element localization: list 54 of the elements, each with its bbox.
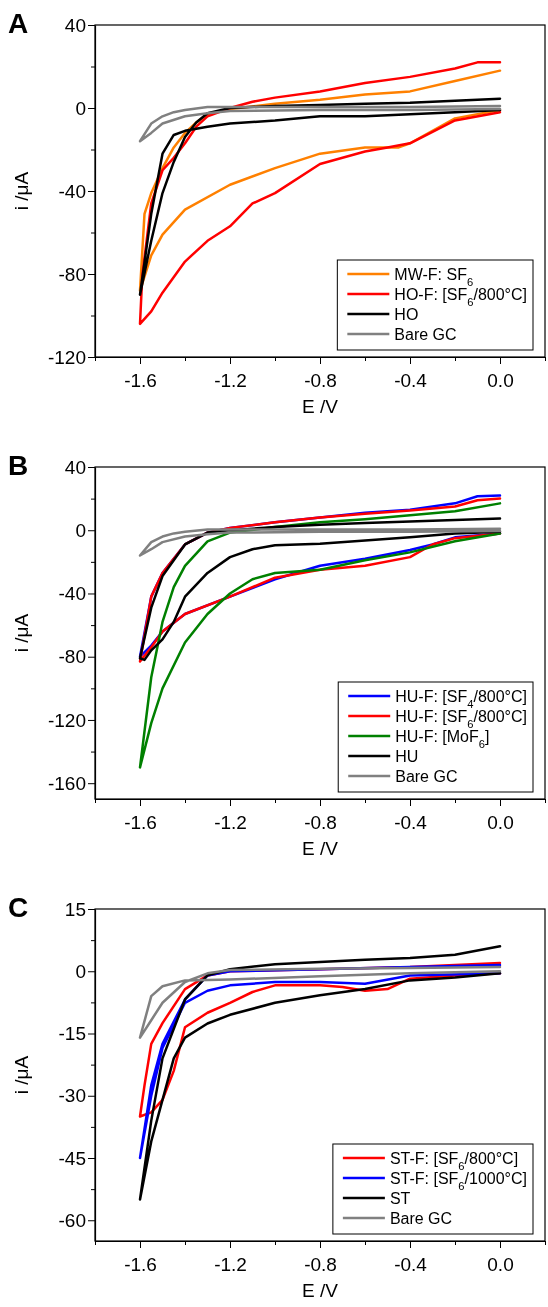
y-tick-label: -40 [58, 180, 86, 202]
x-tick-label: -0.8 [304, 811, 337, 833]
y-tick-label: -80 [58, 263, 86, 285]
y-tick-label: 0 [75, 960, 86, 982]
y-tick-label: -40 [58, 583, 86, 605]
legend-label: HU-F: [MoF$_{6}$] [395, 728, 490, 750]
legend-label: Bare GC [394, 326, 457, 343]
x-tick-label: 0.0 [487, 1253, 514, 1275]
y-axis-title: i /μA [11, 171, 32, 211]
x-axis-title: E /V [302, 1280, 339, 1301]
y-tick-label: -15 [58, 1023, 86, 1045]
legend-label: ST-F: [SF$_{6}$/800°C] [389, 1150, 519, 1172]
y-tick-label: 40 [64, 456, 86, 478]
x-tick-label: -1.6 [124, 1253, 157, 1275]
legend-label: MW-F: SF$_{6}$ [394, 266, 474, 288]
chart-title: B [8, 450, 29, 481]
x-axis-title: E /V [302, 396, 339, 417]
x-tick-label: -0.8 [304, 369, 337, 391]
y-tick-label: -45 [58, 1147, 86, 1169]
x-tick-label: -1.6 [124, 369, 157, 391]
y-tick-label: -80 [58, 646, 86, 668]
x-axis-title: E /V [302, 838, 339, 859]
legend-label: HU-F: [SF$_{4}$/800°C] [395, 688, 527, 710]
y-tick-label: -160 [47, 772, 86, 794]
chart-title: C [8, 892, 29, 923]
y-tick-label: -30 [58, 1085, 86, 1107]
y-tick-label: 40 [64, 14, 86, 36]
x-tick-label: -1.2 [214, 369, 247, 391]
y-tick-label: -120 [47, 346, 86, 368]
y-axis-title: i /μA [11, 613, 32, 653]
legend-label: ST-F: [SF$_{6}$/1000°C] [389, 1170, 527, 1192]
y-tick-label: -120 [47, 709, 86, 731]
x-tick-label: 0.0 [487, 811, 514, 833]
y-axis-title: i /μA [11, 1055, 32, 1095]
x-tick-label: -1.2 [214, 811, 247, 833]
x-tick-label: -0.8 [304, 1253, 337, 1275]
y-tick-label: 0 [75, 97, 86, 119]
x-tick-label: -0.4 [394, 811, 428, 833]
x-tick-label: -1.6 [124, 811, 157, 833]
y-tick-label: 0 [75, 519, 86, 541]
x-tick-label: -1.2 [214, 1253, 247, 1275]
legend-label: ST [389, 1190, 411, 1207]
y-tick-label: -60 [58, 1209, 86, 1231]
x-tick-label: -0.4 [394, 369, 428, 391]
legend-label: Bare GC [395, 768, 458, 785]
legend-label: HO [394, 306, 419, 323]
legend-label: HU-F: [SF$_{6}$/800°C] [395, 708, 527, 730]
x-tick-label: 0.0 [487, 369, 514, 391]
x-tick-label: -0.4 [394, 1253, 428, 1275]
chart-title: A [8, 8, 29, 39]
legend-label: HO-F: [SF$_{6}$/800°C] [394, 286, 527, 308]
y-tick-label: 15 [64, 898, 86, 920]
legend-label: Bare GC [389, 1210, 453, 1227]
legend-label: HU [395, 748, 419, 765]
